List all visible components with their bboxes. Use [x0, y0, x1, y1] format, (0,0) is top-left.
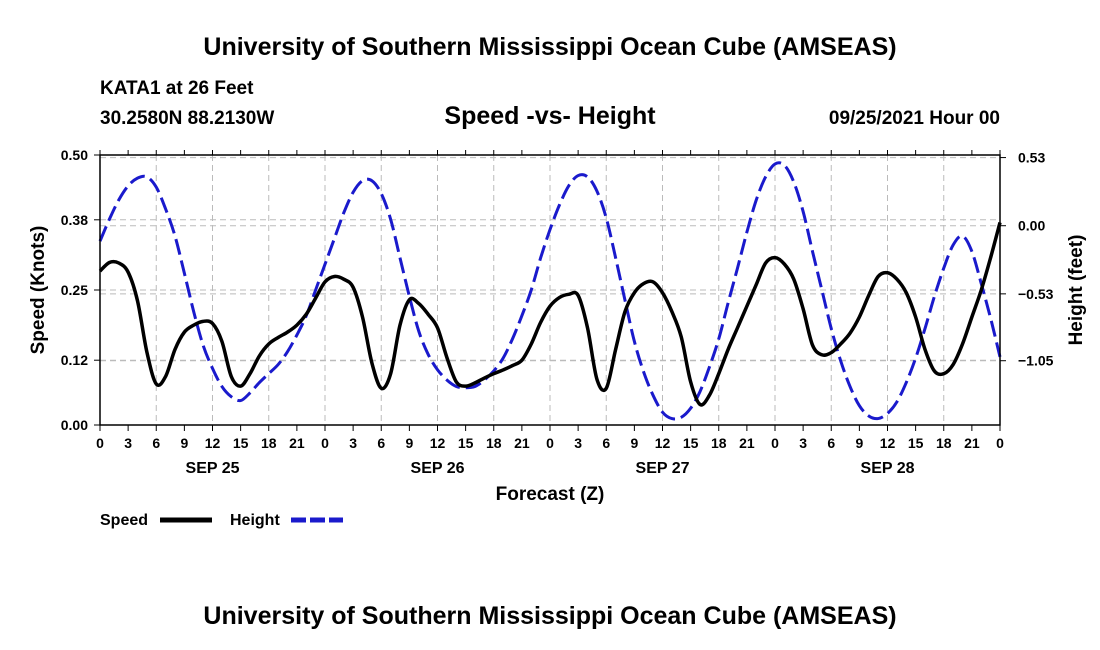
- day-label: SEP 27: [636, 460, 690, 477]
- x-tick-label: 3: [124, 435, 132, 451]
- x-tick-label: 18: [486, 435, 502, 451]
- x-tick-label: 21: [964, 435, 980, 451]
- x-tick-label: 18: [711, 435, 727, 451]
- x-tick-label: 9: [405, 435, 413, 451]
- x-tick-label: 9: [630, 435, 638, 451]
- x-tick-label: 0: [321, 435, 329, 451]
- x-tick-label: 15: [683, 435, 699, 451]
- x-tick-label: 12: [205, 435, 221, 451]
- x-tick-label: 12: [430, 435, 446, 451]
- x-tick-label: 0: [996, 435, 1004, 451]
- legend-height-label: Height: [230, 512, 280, 529]
- bottom-title: University of Southern Mississippi Ocean…: [203, 602, 896, 630]
- series-lines: [98, 161, 1002, 421]
- x-tick-label: 0: [96, 435, 104, 451]
- legend: Speed Height: [100, 512, 343, 529]
- x-tick-label: 18: [261, 435, 277, 451]
- y-tick-label-right: 0.00: [1018, 218, 1045, 234]
- y-axis-right-title: Height (feet): [1066, 235, 1087, 346]
- legend-speed-label: Speed: [100, 512, 148, 529]
- y-tick-label-left: 0.50: [61, 147, 88, 163]
- x-tick-label: 15: [908, 435, 924, 451]
- x-tick-label: 0: [771, 435, 779, 451]
- axis-ticks: [94, 150, 1006, 431]
- x-tick-label: 21: [739, 435, 755, 451]
- x-tick-label: 15: [458, 435, 474, 451]
- x-tick-label: 21: [514, 435, 530, 451]
- x-tick-label: 3: [574, 435, 582, 451]
- x-tick-label: 0: [546, 435, 554, 451]
- y-tick-label-right: −1.05: [1018, 353, 1054, 369]
- x-tick-label: 9: [855, 435, 863, 451]
- day-label: SEP 26: [411, 460, 465, 477]
- x-tick-label: 12: [880, 435, 896, 451]
- x-tick-label: 21: [289, 435, 305, 451]
- speed-series-line: [98, 222, 1002, 407]
- top-title: University of Southern Mississippi Ocean…: [203, 33, 896, 61]
- x-tick-label: 18: [936, 435, 952, 451]
- y-axis-left-title: Speed (Knots): [28, 226, 49, 355]
- x-tick-label: 6: [152, 435, 160, 451]
- x-tick-label: 15: [233, 435, 249, 451]
- y-tick-label-left: 0.12: [61, 352, 88, 368]
- height-series-line: [98, 161, 1002, 421]
- station-label: KATA1 at 26 Feet: [100, 78, 254, 99]
- plot-frame: [99, 154, 1001, 426]
- y-tick-label-left: 0.25: [61, 282, 88, 298]
- x-tick-label: 6: [827, 435, 835, 451]
- forecast-datetime: 09/25/2021 Hour 00: [829, 108, 1000, 129]
- y-tick-label-left: 0.00: [61, 417, 88, 433]
- tick-labels: 0.00 0.12 0.25 0.38 0.50 0.53 0.00 −0.53 −1.05 0 3…: [61, 147, 1054, 477]
- coordinates-label: 30.2580N 88.2130W: [100, 108, 274, 129]
- x-axis-title: Forecast (Z): [496, 484, 605, 505]
- x-tick-label: 3: [349, 435, 357, 451]
- x-tick-label: 12: [655, 435, 671, 451]
- day-label: SEP 25: [186, 460, 240, 477]
- y-tick-label-left: 0.38: [61, 212, 88, 228]
- x-tick-label: 6: [377, 435, 385, 451]
- x-tick-label: 9: [180, 435, 188, 451]
- x-tick-label: 6: [602, 435, 610, 451]
- x-tick-label: 3: [799, 435, 807, 451]
- y-tick-label-right: 0.53: [1018, 150, 1045, 166]
- chart-title: Speed -vs- Height: [444, 102, 656, 130]
- y-tick-label-right: −0.53: [1018, 286, 1054, 302]
- day-label: SEP 28: [861, 460, 915, 477]
